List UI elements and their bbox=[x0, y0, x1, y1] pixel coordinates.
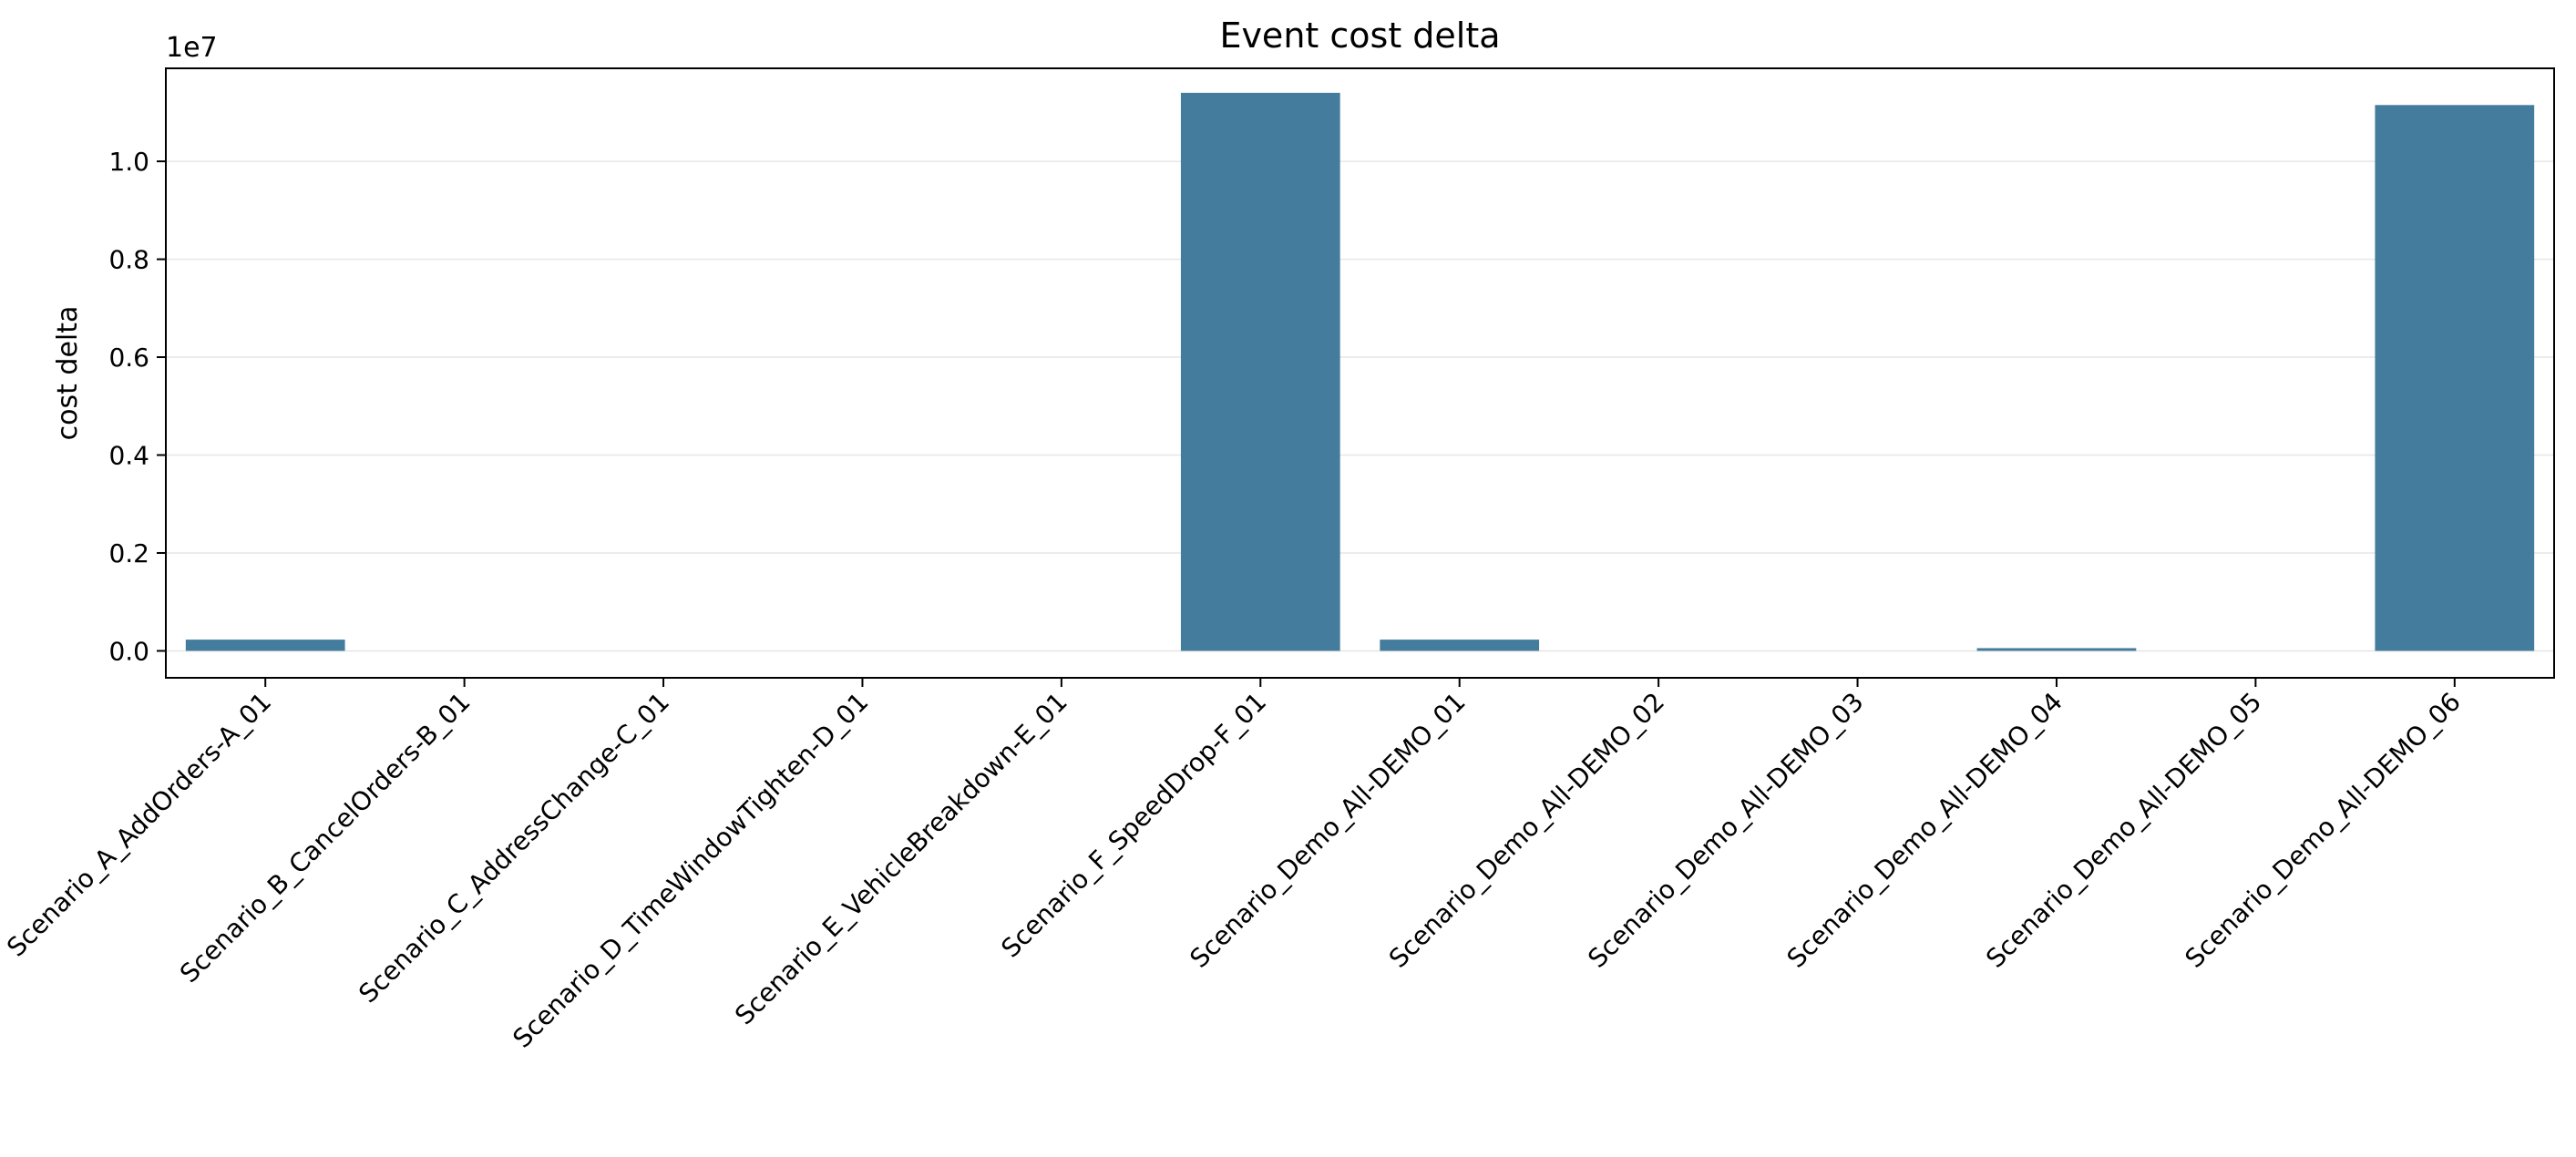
y-tick-label: 1.0 bbox=[108, 147, 149, 177]
bars bbox=[185, 92, 2535, 651]
x-tick-label: Scenario_E_VehicleBreakdown-E_01 bbox=[729, 687, 1073, 1031]
y-tick-label: 0.0 bbox=[108, 636, 149, 666]
bar-Scenario_A_AddOrders-A_01 bbox=[185, 640, 345, 651]
x-tick-label: Scenario_C_AddressChange-C_01 bbox=[353, 687, 675, 1009]
bar-Scenario_Demo_All-DEMO_04 bbox=[1976, 648, 2137, 651]
y-tick-label: 0.2 bbox=[108, 538, 149, 568]
x-axis-ticks: Scenario_A_AddOrders-A_01Scenario_B_Canc… bbox=[1, 678, 2467, 1054]
y-axis-title: cost delta bbox=[52, 306, 84, 441]
gridlines bbox=[166, 160, 2554, 652]
bar-Scenario_Demo_All-DEMO_01 bbox=[1380, 640, 1540, 651]
bar-Scenario_Demo_All-DEMO_06 bbox=[2375, 105, 2535, 651]
x-tick-label: Scenario_D_TimeWindowTighten-D_01 bbox=[507, 687, 874, 1054]
y-axis-offset-label: 1e7 bbox=[166, 32, 218, 64]
y-tick-label: 0.6 bbox=[108, 343, 149, 373]
y-tick-label: 0.4 bbox=[108, 441, 149, 471]
y-axis-ticks: 0.0 0.2 0.4 0.6 0.8 1.0 bbox=[108, 147, 166, 666]
chart-title: Event cost delta bbox=[1219, 15, 1500, 56]
plot-area-frame bbox=[165, 67, 2555, 679]
bar-Scenario_F_SpeedDrop-F_01 bbox=[1180, 92, 1340, 651]
y-tick-label: 0.8 bbox=[108, 245, 149, 275]
